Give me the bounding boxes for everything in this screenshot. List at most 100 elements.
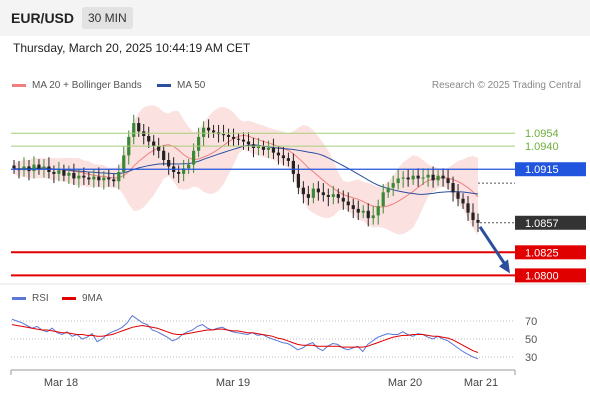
candle-body: [376, 206, 380, 216]
legend-ma9-label: 9MA: [82, 293, 103, 304]
candle-body: [62, 170, 66, 176]
last-price-tag: [515, 215, 586, 230]
candle-body: [12, 165, 16, 169]
candle-body: [311, 188, 315, 198]
candle-body: [77, 175, 81, 179]
candle-body: [167, 160, 171, 167]
candle-body: [256, 146, 261, 148]
legend-ma20: MA 20 + Bollinger Bands: [12, 80, 142, 91]
last-price-label: 1.0857: [525, 218, 559, 230]
candle-body: [371, 215, 375, 219]
ma20-line: [13, 134, 479, 208]
candle-body: [236, 138, 241, 140]
candle-body: [386, 187, 390, 193]
ma20-swatch: [12, 84, 26, 87]
candle-body: [157, 146, 161, 151]
candle-body: [192, 150, 196, 165]
candle-body: [321, 192, 325, 196]
candle-body: [261, 146, 266, 150]
candle-body: [326, 195, 330, 197]
candle-body: [331, 194, 335, 197]
support-level-label: 1.0825: [525, 247, 559, 259]
candle-body: [201, 127, 206, 137]
candle-body: [42, 166, 46, 170]
candle-body: [426, 174, 430, 178]
candle-body: [306, 194, 310, 198]
candle-body: [361, 210, 365, 213]
legend-ma50: MA 50: [157, 80, 205, 91]
rsi-swatch: [12, 297, 26, 300]
instrument-title: EUR/USD: [11, 10, 75, 26]
candle-body: [137, 123, 141, 132]
candle-body: [162, 150, 166, 160]
timeframe-button[interactable]: 30 MIN: [82, 7, 133, 29]
candle-body: [346, 201, 350, 206]
candle-body: [112, 179, 116, 182]
candle-body: [132, 123, 136, 137]
candle-body: [341, 197, 345, 202]
legend-ma20-label: MA 20 + Bollinger Bands: [32, 80, 142, 91]
candle-body: [466, 203, 470, 213]
credit-text: Research © 2025 Trading Central: [431, 80, 581, 91]
legend-ma9: 9MA: [62, 293, 103, 304]
candle-body: [206, 127, 211, 131]
candle-body: [102, 177, 106, 181]
candle-body: [461, 198, 465, 204]
candle-body: [231, 136, 236, 139]
candle-body: [391, 183, 395, 188]
candle-body: [241, 139, 246, 142]
candle-body: [366, 210, 370, 219]
ma9-swatch: [62, 297, 76, 300]
rsi-level-label: 70: [525, 316, 537, 328]
candle-body: [117, 172, 121, 182]
chart-date: Thursday, March 20, 2025 10:44:19 AM CET: [13, 41, 251, 55]
candle-body: [276, 152, 281, 156]
candle-body: [296, 173, 300, 188]
candle-body: [436, 175, 440, 181]
rsi-level-label: 50: [525, 334, 537, 346]
support-level-tag: [515, 245, 586, 260]
candle-body: [281, 155, 286, 159]
candle-body: [107, 177, 111, 180]
candle-body: [471, 212, 475, 220]
forecast-arrowhead: [499, 259, 510, 274]
candle-body: [211, 130, 216, 133]
target-level-label: 1.0940: [525, 141, 559, 153]
candle-body: [291, 160, 295, 174]
candle-body: [57, 170, 61, 174]
candle-body: [411, 175, 415, 180]
forecast-arrow: [478, 225, 509, 269]
candle-body: [316, 188, 320, 193]
candle-body: [476, 220, 480, 223]
rsi-line: [11, 314, 479, 360]
rsi-ma9-line: [11, 324, 479, 353]
candle-body: [271, 148, 276, 153]
pivot-level-tag: [515, 162, 586, 177]
legend-rsi-label: RSI: [32, 293, 49, 304]
candle-body: [351, 205, 355, 209]
candle-body: [67, 172, 71, 176]
candle-body: [52, 172, 56, 174]
candle-body: [122, 155, 126, 172]
candle-body: [147, 136, 151, 142]
candle-body: [97, 176, 101, 181]
support-level-tag: [515, 268, 586, 283]
candle-body: [421, 177, 425, 179]
rsi-level-label: 30: [525, 352, 537, 364]
candle-body: [37, 164, 41, 170]
candle-body: [22, 166, 26, 171]
candle-body: [336, 194, 340, 198]
candle-body: [441, 175, 445, 179]
x-tick-label: Mar 20: [388, 377, 422, 389]
candle-body: [92, 176, 96, 180]
candle-body: [266, 148, 271, 150]
x-tick-label: Mar 21: [464, 377, 498, 389]
legend-ma50-label: MA 50: [177, 80, 206, 91]
candle-body: [152, 141, 156, 147]
candle-body: [187, 164, 191, 169]
candle-body: [416, 175, 420, 179]
candle-body: [197, 136, 201, 151]
ma50-swatch: [157, 84, 171, 87]
candle-body: [406, 177, 410, 180]
